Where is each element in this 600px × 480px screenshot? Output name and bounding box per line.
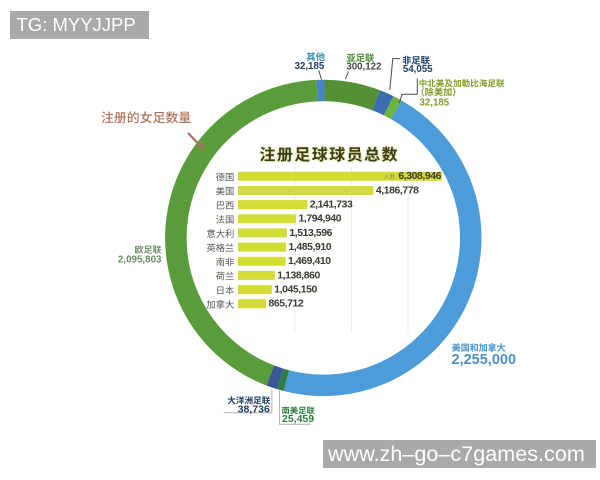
- svg-text:2,095,803: 2,095,803: [118, 254, 162, 265]
- svg-text:300,122: 300,122: [346, 62, 381, 73]
- svg-text:32,185: 32,185: [420, 97, 450, 108]
- svg-text:2,255,000: 2,255,000: [452, 352, 517, 368]
- svg-text:1,469,410: 1,469,410: [288, 256, 331, 267]
- svg-text:1,794,940: 1,794,940: [299, 214, 342, 225]
- svg-text:6,308,946: 6,308,946: [398, 171, 441, 182]
- svg-text:2,141,733: 2,141,733: [310, 200, 353, 211]
- svg-text:1,045,150: 1,045,150: [274, 285, 317, 296]
- svg-text:1,485,910: 1,485,910: [289, 242, 332, 253]
- svg-text:1,138,860: 1,138,860: [277, 270, 320, 281]
- svg-text:1,513,596: 1,513,596: [289, 228, 332, 239]
- svg-text:54,055: 54,055: [403, 64, 433, 75]
- svg-text:865,712: 865,712: [269, 299, 304, 310]
- svg-text:38,736: 38,736: [238, 403, 270, 415]
- svg-text:32,185: 32,185: [295, 61, 325, 72]
- svg-text:4,186,778: 4,186,778: [376, 185, 419, 196]
- svg-text:25,459: 25,459: [282, 413, 314, 425]
